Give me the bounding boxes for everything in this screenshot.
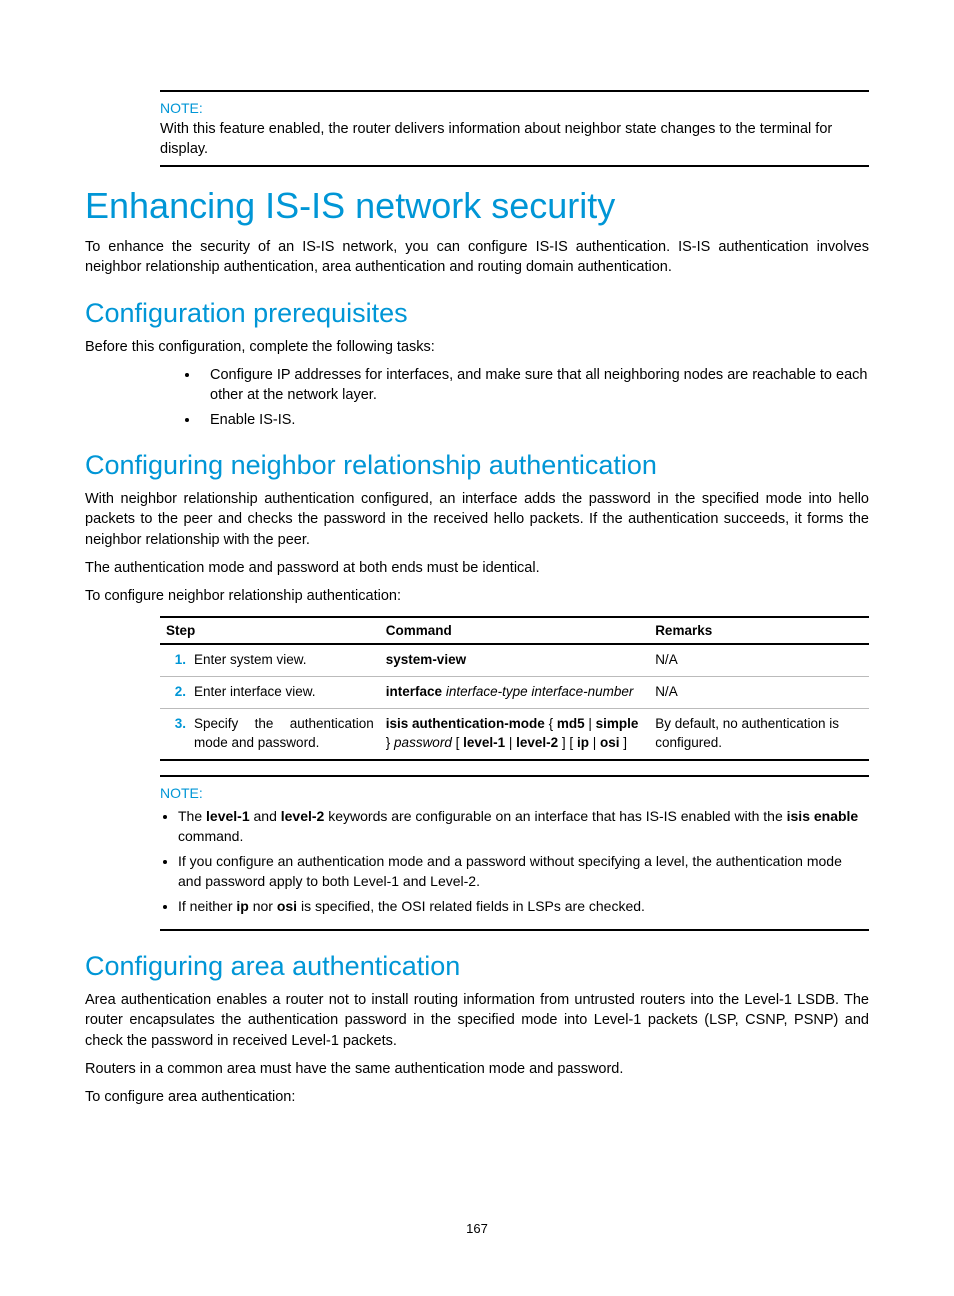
area-p1: Area authentication enables a router not…: [85, 990, 869, 1051]
note-label: NOTE:: [160, 785, 869, 801]
neighbor-table-container: Step Command Remarks 1. Enter system view…: [160, 616, 869, 761]
heading-neighbor-auth: Configuring neighbor relationship authen…: [85, 450, 869, 481]
table-header-row: Step Command Remarks: [160, 617, 869, 644]
intro-paragraph: To enhance the security of an IS-IS netw…: [85, 237, 869, 278]
list-item: If you configure an authentication mode …: [178, 852, 869, 891]
step-number: 2.: [166, 683, 186, 702]
cell-remarks: By default, no authentication is configu…: [649, 709, 869, 760]
cell-command: system-view: [380, 644, 649, 676]
neighbor-p1: With neighbor relationship authenticatio…: [85, 489, 869, 550]
cell-remarks: N/A: [649, 644, 869, 676]
table-row: 1. Enter system view. system-viewN/A: [160, 644, 869, 676]
note-text: With this feature enabled, the router de…: [160, 120, 869, 159]
area-p3: To configure area authentication:: [85, 1087, 869, 1107]
list-item: Configure IP addresses for interfaces, a…: [200, 365, 869, 406]
cell-remarks: N/A: [649, 677, 869, 709]
list-item: The level-1 and level-2 keywords are con…: [178, 807, 869, 846]
neighbor-p2: The authentication mode and password at …: [85, 558, 869, 578]
table-row: 2. Enter interface view. interface interfa…: [160, 677, 869, 709]
table-row: 3.Specify the authentication mode and pa…: [160, 709, 869, 760]
cell-command: isis authentication-mode { md5 | simple …: [380, 709, 649, 760]
prereq-intro: Before this configuration, complete the …: [85, 337, 869, 357]
list-item: Enable IS-IS.: [200, 410, 869, 430]
step-number: 3.: [166, 715, 186, 753]
th-command: Command: [380, 617, 649, 644]
step-description: Enter system view.: [194, 651, 374, 670]
heading-configuration-prerequisites: Configuration prerequisites: [85, 298, 869, 329]
page-body: NOTE: With this feature enabled, the rou…: [0, 0, 954, 1296]
heading-enhancing-isis-security: Enhancing IS-IS network security: [85, 185, 869, 227]
list-item: If neither ip nor osi is specified, the …: [178, 897, 869, 917]
cell-step: 1. Enter system view.: [160, 644, 380, 676]
note-box-top: NOTE: With this feature enabled, the rou…: [160, 90, 869, 167]
step-number: 1.: [166, 651, 186, 670]
note-label: NOTE:: [160, 100, 869, 116]
prereq-list-container: Configure IP addresses for interfaces, a…: [160, 365, 869, 430]
th-step: Step: [160, 617, 380, 644]
cell-command: interface interface-type interface-numbe…: [380, 677, 649, 709]
neighbor-auth-table: Step Command Remarks 1. Enter system view…: [160, 616, 869, 761]
heading-area-auth: Configuring area authentication: [85, 951, 869, 982]
area-p2: Routers in a common area must have the s…: [85, 1059, 869, 1079]
neighbor-p3: To configure neighbor relationship authe…: [85, 586, 869, 606]
cell-step: 2. Enter interface view.: [160, 677, 380, 709]
page-number: 167: [0, 1221, 954, 1236]
th-remarks: Remarks: [649, 617, 869, 644]
prereq-list: Configure IP addresses for interfaces, a…: [160, 365, 869, 430]
cell-step: 3.Specify the authentication mode and pa…: [160, 709, 380, 760]
note-bullet-list: The level-1 and level-2 keywords are con…: [160, 807, 869, 917]
step-description: Specify the authentication mode and pass…: [194, 715, 374, 753]
note-box-neighbor: NOTE: The level-1 and level-2 keywords a…: [160, 775, 869, 931]
step-description: Enter interface view.: [194, 683, 374, 702]
